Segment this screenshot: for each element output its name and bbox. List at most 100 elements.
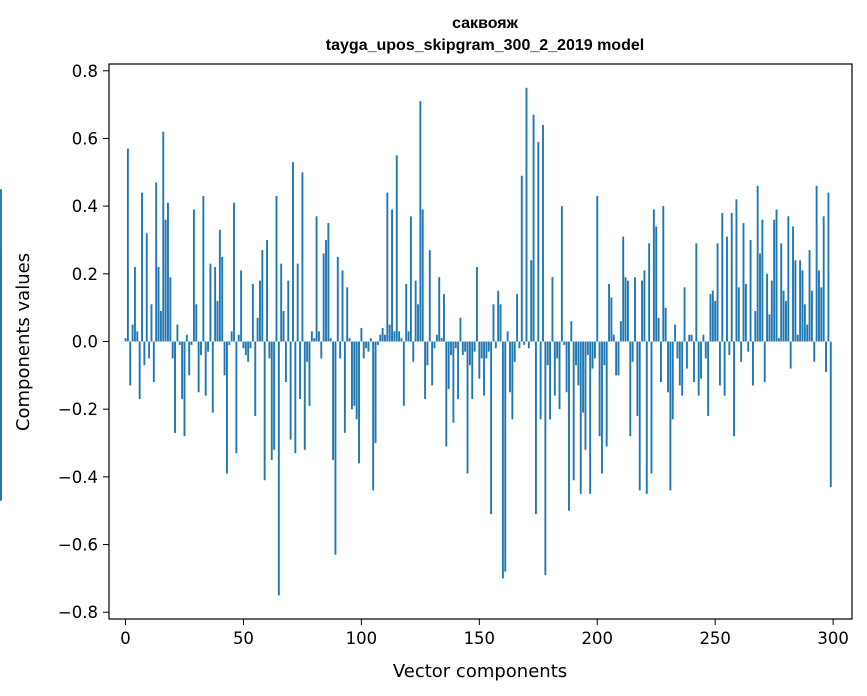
bar: [497, 290, 500, 342]
bar: [211, 341, 214, 413]
bar: [718, 341, 721, 386]
bar: [428, 250, 431, 342]
bar: [445, 341, 448, 447]
bar: [610, 297, 613, 342]
bar: [376, 341, 379, 345]
bar: [412, 341, 415, 362]
bar: [737, 287, 740, 342]
bar: [360, 327, 363, 342]
bar: [152, 341, 155, 383]
bar: [299, 341, 301, 400]
chart-subtitle: tayga_upos_skipgram_300_2_2019 model: [326, 37, 644, 54]
bar: [400, 338, 403, 342]
bar: [308, 341, 311, 406]
bar: [501, 341, 504, 579]
bar: [157, 267, 160, 342]
bar: [815, 185, 818, 342]
bar: [598, 341, 601, 437]
bar: [395, 155, 398, 342]
x-axis-label: Vector components: [393, 661, 567, 682]
bar: [761, 219, 764, 342]
bar: [214, 267, 217, 342]
x-tick-label: 300: [817, 629, 849, 648]
bar: [709, 294, 712, 342]
bar: [822, 216, 825, 342]
bar: [546, 341, 549, 366]
bar: [464, 341, 467, 352]
bar: [485, 341, 488, 359]
bar: [624, 277, 627, 342]
bar: [806, 324, 809, 342]
bar: [443, 294, 445, 342]
bar: [192, 209, 195, 342]
bar: [683, 287, 686, 342]
bar: [200, 341, 202, 356]
bar: [685, 341, 688, 369]
bar: [560, 206, 563, 342]
bar: [575, 341, 577, 366]
bar: [367, 341, 370, 352]
bar: [341, 270, 344, 342]
bar: [525, 87, 528, 342]
bar: [820, 287, 823, 342]
bar: [693, 341, 695, 383]
bar: [351, 341, 353, 410]
bar: [527, 341, 530, 349]
bar: [301, 172, 304, 342]
bar: [417, 304, 419, 342]
bar: [247, 341, 250, 362]
bar: [438, 277, 441, 342]
bar: [407, 331, 410, 342]
bar: [579, 341, 582, 494]
bar: [770, 280, 773, 342]
bar: [652, 209, 655, 342]
bar: [353, 341, 356, 406]
bar: [593, 341, 596, 359]
bar: [487, 341, 490, 352]
bar: [556, 341, 559, 359]
bar: [273, 341, 276, 450]
bar: [749, 239, 752, 342]
bar: [584, 341, 587, 450]
bar: [473, 341, 476, 352]
bar: [516, 294, 519, 342]
bar: [317, 331, 320, 342]
bar: [626, 280, 629, 342]
bar: [563, 341, 566, 345]
bar: [393, 331, 396, 342]
bar: [641, 280, 644, 342]
bar: [294, 341, 297, 454]
bar: [284, 341, 287, 383]
bar: [405, 283, 408, 342]
bar: [346, 287, 349, 342]
x-tick-label: 50: [233, 629, 254, 648]
bar: [452, 341, 455, 423]
bar: [372, 341, 375, 491]
bar: [313, 338, 316, 342]
bar: [716, 243, 719, 342]
bar: [459, 317, 462, 342]
bar: [275, 195, 278, 342]
bar: [384, 334, 386, 342]
bar: [726, 236, 728, 342]
bar: [244, 341, 247, 356]
bar: [549, 341, 552, 420]
bar: [792, 226, 794, 342]
bar: [150, 304, 153, 342]
bar: [202, 195, 205, 342]
bar: [287, 280, 290, 342]
bar: [520, 175, 523, 342]
bar: [591, 341, 594, 369]
bar: [513, 341, 516, 362]
bar: [572, 341, 575, 481]
bar: [228, 341, 231, 345]
bar: [280, 263, 283, 342]
bar: [204, 341, 207, 396]
bar: [723, 341, 726, 396]
bar: [332, 341, 335, 460]
bar: [742, 223, 745, 342]
bar: [728, 341, 731, 356]
bar: [162, 131, 165, 342]
bar: [325, 239, 327, 342]
bar: [697, 341, 700, 396]
